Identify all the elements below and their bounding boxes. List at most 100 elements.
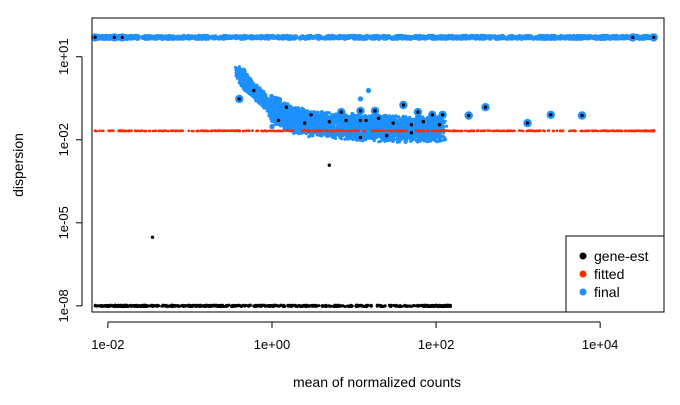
gene-est-point [106,304,110,308]
final-point [317,124,321,128]
gene-est-point [270,304,273,308]
final-point [307,135,311,139]
final-point [144,34,150,40]
final-point [201,35,207,41]
final-point [548,33,555,40]
final-point [397,115,401,119]
final-point [364,33,370,40]
final-point [324,35,330,41]
final-point [101,35,107,41]
final-point [476,34,482,40]
final-point [140,34,146,40]
final-point [345,34,351,40]
final-point [518,34,524,40]
final-point [254,35,260,41]
gene-est-point [440,304,444,308]
final-point [230,34,236,40]
final-point [429,35,435,41]
final-point [586,35,592,41]
final-point [343,137,347,141]
gene-est-point [383,304,387,308]
final-point [388,114,392,118]
final-point [524,33,530,40]
gene-est-point [197,303,201,307]
gene-est-point [307,304,311,308]
final-point [237,34,243,40]
gene-est-point [99,304,103,308]
final-point [291,131,295,135]
gene-est-point [136,305,139,308]
gene-est-point [207,304,211,308]
final-point [273,34,280,40]
final-point [266,34,272,40]
final-point [564,34,570,40]
gene-est-point [428,304,432,308]
gene-est-point [274,304,278,307]
final-point [353,35,359,41]
gene-est-point [340,304,344,308]
final-point [471,34,477,40]
gene-est-point [191,303,195,307]
gene-est-point [281,304,285,308]
gene-est-point [177,304,180,308]
gene-est-point [277,304,281,308]
final-point [481,35,487,41]
gene-est-point [243,303,247,307]
gene-est-point [350,304,354,308]
gene-est-point [321,304,325,308]
final-point [370,34,376,40]
final-point [287,34,294,40]
gene-est-point [184,304,188,308]
final-point [377,140,381,144]
final-point [380,34,386,40]
final-point [570,34,577,40]
final-point [403,139,407,143]
final-point [414,138,418,142]
final-point [542,35,548,41]
final-point [225,35,231,41]
gene-est-point [375,303,379,307]
gene-est-point [144,305,148,309]
final-point [444,124,449,128]
gene-est-point [257,304,261,308]
final-point [487,35,493,41]
gene-est-point [230,304,234,308]
final-point [177,35,183,41]
final-point [171,35,177,41]
gene-est-point [120,304,124,308]
gene-est-point [247,304,250,308]
final-point [338,135,342,139]
final-point [237,66,241,71]
final-point [129,34,135,40]
final-point [396,118,400,122]
final-point [466,35,472,41]
gene-est-point [402,304,406,308]
gene-est-point [220,304,223,308]
gene-est-point [93,304,97,308]
final-point [613,35,619,41]
gene-est-point [390,303,393,307]
gene-est-point [415,304,419,308]
gene-est-point [204,303,208,307]
final-point [368,136,372,140]
gene-est-point [435,303,438,307]
gene-est-point [290,304,294,308]
gene-est-point [310,304,314,308]
final-point [512,34,518,40]
final-point [303,35,309,41]
gene-est-point [409,304,413,308]
final-point [149,34,155,40]
final-point [280,34,286,40]
final-point [249,35,255,41]
gene-est-point [313,304,317,308]
gene-est-point [442,304,446,308]
final-point [394,35,400,41]
final-point [418,35,424,41]
final-point [601,35,607,41]
gene-est-point [287,304,291,308]
gene-est-point [345,304,349,308]
final-point [210,34,216,40]
gene-est-point [329,305,333,308]
final-point [644,34,650,40]
